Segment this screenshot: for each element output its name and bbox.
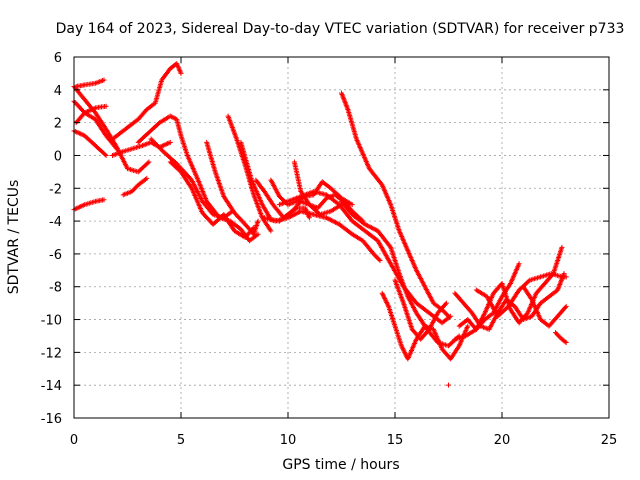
y-tick-label: -8: [49, 281, 62, 296]
chart-title: Day 164 of 2023, Sidereal Day-to-day VTE…: [56, 21, 625, 37]
y-axis-label: SDTVAR / TECUs: [6, 180, 22, 295]
data-point-marker: [102, 151, 108, 157]
data-point-marker: [446, 313, 451, 319]
data-point-marker: [255, 231, 261, 237]
data-points: [71, 61, 569, 388]
data-point-marker: [178, 70, 184, 76]
x-tick-label: 20: [494, 433, 511, 448]
data-point-marker: [146, 159, 152, 165]
plot-frame: [73, 56, 610, 419]
data-point-marker: [563, 340, 569, 346]
data-point-marker: [101, 197, 107, 203]
data-point-marker: [144, 175, 150, 181]
data-point-marker: [167, 139, 173, 145]
data-point-marker: [559, 244, 565, 250]
y-tick-label: -4: [49, 215, 62, 230]
data-point-marker: [562, 339, 568, 345]
data-point-marker: [563, 303, 569, 309]
data-point-marker: [103, 103, 109, 109]
data-point-marker: [561, 271, 567, 277]
x-tick-label: 5: [177, 433, 185, 448]
data-point-marker: [524, 311, 530, 317]
x-tick-label: 25: [601, 433, 618, 448]
data-point-marker: [562, 305, 568, 311]
x-tick-label: 15: [387, 433, 404, 448]
data-point-marker: [268, 228, 274, 234]
data-point-marker: [442, 301, 448, 307]
data-point-marker: [349, 202, 355, 208]
axis-ticks: 0 5 10 15 20 25 -16 -14 -12 -10 -8 -6 -4 -2 0 2 4 6: [41, 51, 618, 448]
y-tick-label: -10: [41, 314, 62, 329]
data-point-marker: [444, 312, 450, 318]
data-point-marker: [101, 77, 107, 83]
data-point-marker: [516, 261, 522, 267]
data-point-marker: [255, 218, 261, 224]
data-point-marker: [443, 300, 449, 306]
data-point-marker: [563, 274, 569, 280]
data-point-marker: [376, 256, 382, 262]
data-point-marker: [103, 152, 109, 158]
data-point-marker: [306, 215, 312, 221]
y-tick-label: -6: [49, 248, 62, 263]
data-point-marker: [446, 382, 451, 388]
y-tick-label: -16: [41, 412, 62, 427]
data-point-marker: [377, 257, 383, 263]
data-point-marker: [145, 160, 151, 166]
y-tick-label: -12: [41, 346, 62, 361]
x-tick-label: 10: [280, 433, 297, 448]
y-tick-label: -14: [41, 379, 62, 394]
x-axis-label: GPS time / hours: [282, 457, 399, 473]
y-tick-label: 4: [54, 84, 62, 99]
y-tick-label: 2: [54, 117, 62, 132]
y-tick-label: 6: [54, 51, 62, 66]
data-point-marker: [465, 323, 471, 329]
data-point-marker: [114, 146, 120, 152]
data-point-marker: [526, 278, 532, 284]
x-tick-label: 0: [70, 433, 78, 448]
y-tick-label: -2: [49, 182, 62, 197]
y-tick-label: 0: [54, 149, 62, 164]
